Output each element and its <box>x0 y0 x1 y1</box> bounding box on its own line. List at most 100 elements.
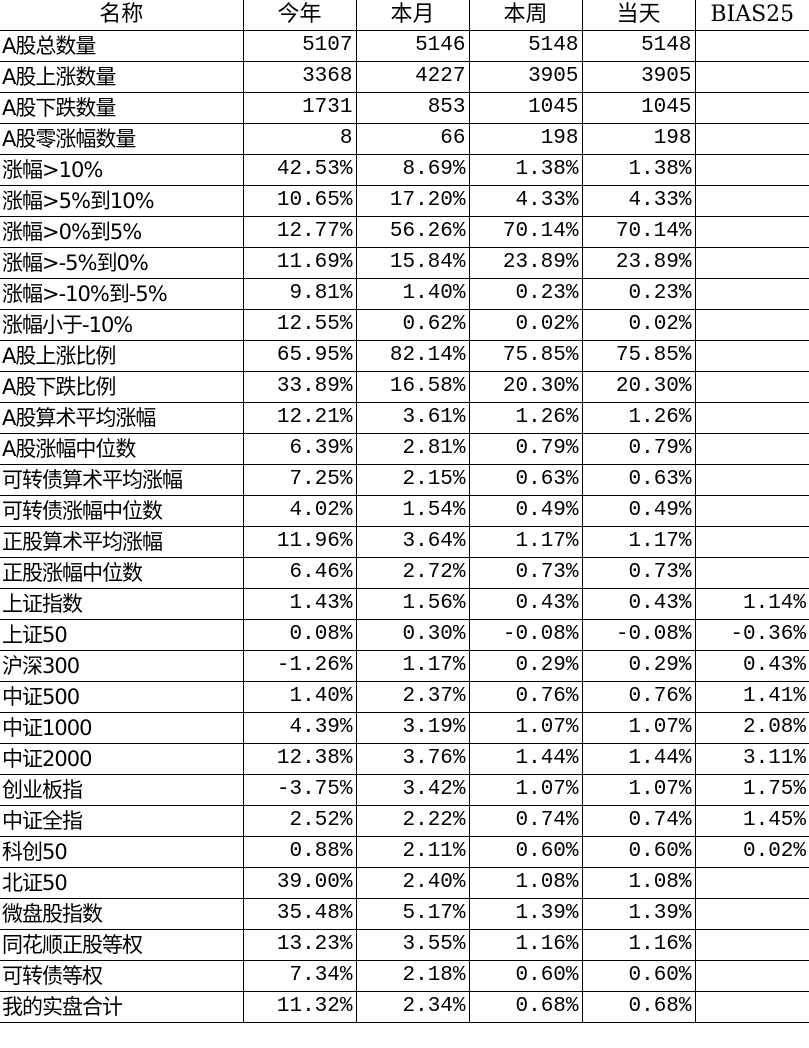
cell-this-month: 17.20% <box>355 185 470 217</box>
cell-today: 1.38% <box>581 154 696 186</box>
cell-this-month: 3.61% <box>355 402 470 434</box>
cell-today: 0.02% <box>581 309 696 341</box>
table-row: 微盘股指数 35.48% 5.17% 1.39% 1.39% <box>0 898 809 930</box>
table-row: A股上涨比例 65.95% 82.14% 75.85% 75.85% <box>0 340 809 372</box>
cell-this-month: 3.76% <box>355 743 470 775</box>
cell-this-week: 0.63% <box>468 464 583 496</box>
cell-today: 0.60% <box>581 836 696 868</box>
table-row: 正股涨幅中位数 6.46% 2.72% 0.73% 0.73% <box>0 557 809 589</box>
cell-bias25: 2.08% <box>694 712 809 744</box>
cell-this-week: 0.79% <box>468 433 583 465</box>
cell-this-year: 12.38% <box>242 743 357 775</box>
header-this-week: 本周 <box>468 0 583 31</box>
cell-this-month: 2.81% <box>355 433 470 465</box>
cell-today: 20.30% <box>581 371 696 403</box>
cell-this-year: 4.02% <box>242 495 357 527</box>
cell-bias25 <box>694 30 809 62</box>
cell-bias25 <box>694 960 809 992</box>
cell-name: 正股涨幅中位数 <box>0 557 244 589</box>
cell-name: A股上涨比例 <box>0 340 244 372</box>
cell-bias25: 1.41% <box>694 681 809 713</box>
cell-today: 1.26% <box>581 402 696 434</box>
cell-this-year: 7.34% <box>242 960 357 992</box>
cell-bias25 <box>694 898 809 930</box>
cell-this-week: 0.49% <box>468 495 583 527</box>
cell-this-year: 12.21% <box>242 402 357 434</box>
cell-this-week: 1.39% <box>468 898 583 930</box>
cell-bias25 <box>694 123 809 155</box>
cell-name: 创业板指 <box>0 774 244 806</box>
header-today: 当天 <box>581 0 696 31</box>
cell-name: 同花顺正股等权 <box>0 929 244 961</box>
cell-this-month: 5.17% <box>355 898 470 930</box>
cell-this-month: 3.55% <box>355 929 470 961</box>
cell-today: 5148 <box>581 30 696 62</box>
cell-this-week: 0.43% <box>468 588 583 620</box>
cell-name: A股零涨幅数量 <box>0 123 244 155</box>
cell-today: 3905 <box>581 61 696 93</box>
cell-name: 涨幅>10% <box>0 154 244 186</box>
header-this-month: 本月 <box>355 0 470 31</box>
cell-this-month: 1.17% <box>355 650 470 682</box>
table-row: 涨幅>0%到5% 12.77% 56.26% 70.14% 70.14% <box>0 216 809 248</box>
market-stats-table: 名称 今年 本月 本周 当天 BIAS25 A股总数量 5107 5146 5148 5… <box>0 0 809 1023</box>
cell-this-year: 2.52% <box>242 805 357 837</box>
cell-today: 1.44% <box>581 743 696 775</box>
cell-name: 可转债涨幅中位数 <box>0 495 244 527</box>
cell-this-year: 33.89% <box>242 371 357 403</box>
header-bias25: BIAS25 <box>694 0 809 31</box>
table-row: A股零涨幅数量 8 66 198 198 <box>0 123 809 155</box>
cell-this-month: 2.34% <box>355 991 470 1023</box>
cell-this-week: 1.44% <box>468 743 583 775</box>
cell-this-year: 11.69% <box>242 247 357 279</box>
cell-bias25 <box>694 433 809 465</box>
cell-today: 0.23% <box>581 278 696 310</box>
cell-name: 涨幅>5%到10% <box>0 185 244 217</box>
cell-name: 科创50 <box>0 836 244 868</box>
cell-this-year: 4.39% <box>242 712 357 744</box>
cell-this-week: 1.07% <box>468 774 583 806</box>
cell-bias25 <box>694 340 809 372</box>
table-row: 北证50 39.00% 2.40% 1.08% 1.08% <box>0 867 809 899</box>
cell-this-year: 42.53% <box>242 154 357 186</box>
cell-this-week: 1.38% <box>468 154 583 186</box>
cell-bias25: 3.11% <box>694 743 809 775</box>
table-row: 同花顺正股等权 13.23% 3.55% 1.16% 1.16% <box>0 929 809 961</box>
table-row: A股下跌数量 1731 853 1045 1045 <box>0 92 809 124</box>
cell-today: 1.16% <box>581 929 696 961</box>
cell-name: 正股算术平均涨幅 <box>0 526 244 558</box>
cell-this-year: 0.08% <box>242 619 357 651</box>
cell-name: 上证指数 <box>0 588 244 620</box>
cell-this-week: 1.17% <box>468 526 583 558</box>
cell-this-week: 20.30% <box>468 371 583 403</box>
cell-this-year: 12.77% <box>242 216 357 248</box>
cell-this-week: 0.02% <box>468 309 583 341</box>
cell-this-week: 4.33% <box>468 185 583 217</box>
table-row: A股上涨数量 3368 4227 3905 3905 <box>0 61 809 93</box>
cell-this-year: 7.25% <box>242 464 357 496</box>
header-row: 名称 今年 本月 本周 当天 BIAS25 <box>0 0 809 31</box>
cell-name: 沪深300 <box>0 650 244 682</box>
cell-this-year: 1731 <box>242 92 357 124</box>
cell-bias25: -0.36% <box>694 619 809 651</box>
cell-today: 1.07% <box>581 712 696 744</box>
cell-bias25 <box>694 557 809 589</box>
cell-bias25 <box>694 216 809 248</box>
cell-this-year: 9.81% <box>242 278 357 310</box>
cell-this-month: 56.26% <box>355 216 470 248</box>
cell-this-week: 1.16% <box>468 929 583 961</box>
cell-bias25 <box>694 867 809 899</box>
cell-this-year: 6.39% <box>242 433 357 465</box>
cell-bias25 <box>694 154 809 186</box>
cell-this-year: 11.96% <box>242 526 357 558</box>
cell-bias25 <box>694 495 809 527</box>
cell-bias25: 1.45% <box>694 805 809 837</box>
cell-this-week: 0.60% <box>468 836 583 868</box>
cell-name: 涨幅小于-10% <box>0 309 244 341</box>
cell-today: 1.17% <box>581 526 696 558</box>
cell-this-month: 1.40% <box>355 278 470 310</box>
cell-this-month: 2.37% <box>355 681 470 713</box>
cell-name: 涨幅>0%到5% <box>0 216 244 248</box>
cell-this-week: 1.08% <box>468 867 583 899</box>
cell-bias25: 0.43% <box>694 650 809 682</box>
